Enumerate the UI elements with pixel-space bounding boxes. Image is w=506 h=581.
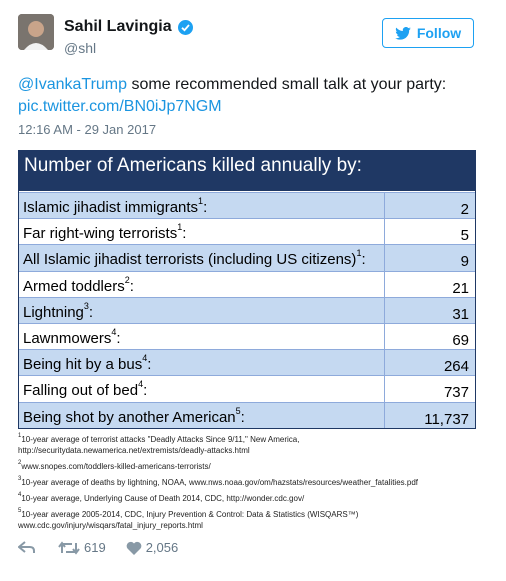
- media-link[interactable]: pic.twitter.com/BN0iJp7NGM: [18, 98, 222, 115]
- row-label: Being hit by a bus: [23, 356, 143, 374]
- row-label-cell: Far right-wing terrorists1:: [19, 219, 385, 245]
- row-colon: :: [182, 225, 187, 243]
- like-icon[interactable]: [126, 541, 142, 555]
- table-row: Being hit by a bus4: 264: [19, 349, 475, 376]
- row-colon: :: [147, 356, 152, 374]
- row-label-cell: Lawnmowers4:: [19, 323, 385, 350]
- tweet-text: @IvankaTrump some recommended small talk…: [18, 74, 478, 118]
- retweet-count: 619: [84, 540, 106, 555]
- table-row: Far right-wing terrorists1: 5: [19, 218, 475, 245]
- row-colon: :: [240, 408, 245, 426]
- row-label: Being shot by another American: [23, 408, 236, 426]
- row-note: 1: [198, 196, 204, 206]
- row-colon: :: [129, 277, 134, 295]
- row-label-cell: Falling out of bed4:: [19, 376, 385, 402]
- row-note: 4: [142, 353, 148, 364]
- mention[interactable]: @IvankaTrump: [18, 76, 128, 93]
- footnote-mark: 1: [18, 433, 22, 439]
- footnote: 410-year average, Underlying Cause of De…: [18, 492, 458, 504]
- image-table: Number of Americans killed annually by: …: [18, 150, 476, 429]
- row-label-cell: Lightning3:: [19, 297, 385, 323]
- bird-icon: [395, 26, 411, 40]
- row-note: 4: [111, 326, 117, 337]
- row-value: 264: [443, 358, 469, 376]
- row-label-cell: All Islamic jihadist terrorists (includi…: [19, 245, 385, 271]
- row-value: 737: [443, 384, 469, 402]
- row-label-cell: Being hit by a bus4:: [19, 350, 385, 376]
- footnote-text: www.snopes.com/toddlers-killed-americans…: [21, 462, 211, 471]
- footnote-mark: 2: [18, 460, 22, 466]
- footnote: 2www.snopes.com/toddlers-killed-american…: [18, 460, 458, 472]
- row-note: 1: [177, 222, 183, 233]
- follow-button[interactable]: Follow: [382, 18, 474, 48]
- row-colon: :: [203, 199, 208, 216]
- row-value: 31: [452, 305, 469, 323]
- footnote: 110-year average of terrorist attacks "D…: [18, 433, 458, 456]
- row-colon: :: [143, 382, 148, 400]
- author-name[interactable]: Sahil Lavingia: [64, 18, 172, 35]
- row-label: Far right-wing terrorists: [23, 225, 178, 243]
- row-note: 2: [124, 274, 130, 285]
- row-colon: :: [88, 303, 94, 321]
- tweet-actions: 619 2,056: [18, 540, 178, 555]
- row-colon: :: [361, 251, 366, 269]
- table-row: Falling out of bed4: 737: [19, 375, 475, 402]
- row-note: 3: [83, 300, 89, 311]
- row-note: 4: [138, 379, 144, 390]
- row-value: 5: [460, 227, 469, 245]
- row-label: All Islamic jihadist terrorists (includi…: [23, 251, 357, 269]
- footnote-text: 10-year average, Underlying Cause of Dea…: [21, 494, 305, 503]
- timestamp[interactable]: 12:16 AM - 29 Jan 2017: [18, 122, 157, 137]
- footnote: 310-year average of deaths by lightning,…: [18, 476, 458, 488]
- footnote-text: 10-year average of terrorist attacks "De…: [18, 435, 300, 455]
- footnote-mark: 3: [18, 476, 22, 482]
- footnote: 510-year average 2005-2014, CDC, Injury …: [18, 508, 458, 531]
- row-note: 1: [356, 248, 362, 259]
- table-row: Armed toddlers2: 21: [19, 270, 475, 297]
- row-value: 69: [452, 331, 469, 349]
- row-label: Lawnmowers: [23, 329, 112, 347]
- reply-icon[interactable]: [18, 540, 36, 555]
- footnote-mark: 5: [18, 508, 22, 514]
- row-label-cell: Armed toddlers2:: [19, 271, 385, 297]
- verified-badge: [178, 20, 193, 35]
- avatar-image: [18, 14, 54, 50]
- row-label: Islamic jihadist immigrants: [23, 199, 199, 216]
- table-title: Number of Americans killed annually by:: [19, 151, 475, 192]
- tweet-body: some recommended small talk at your part…: [127, 76, 447, 93]
- row-value: 2: [460, 201, 469, 218]
- author-handle[interactable]: @shl: [64, 40, 97, 56]
- row-note: 5: [235, 405, 241, 416]
- row-label-cell: Islamic jihadist immigrants1:: [19, 193, 385, 219]
- row-label: Armed toddlers: [23, 277, 125, 295]
- footnotes: 110-year average of terrorist attacks "D…: [18, 433, 458, 536]
- footnote-mark: 4: [18, 492, 22, 498]
- footnote-text: 10-year average 2005-2014, CDC, Injury P…: [18, 510, 359, 530]
- table-row: Lightning3: 31: [19, 296, 475, 323]
- avatar[interactable]: [18, 14, 54, 50]
- row-value: 11,737: [424, 410, 469, 428]
- retweet-icon[interactable]: [58, 540, 80, 555]
- row-colon: :: [116, 329, 121, 347]
- row-value: 9: [460, 253, 469, 271]
- table-row: All Islamic jihadist terrorists (includi…: [19, 244, 475, 271]
- follow-label: Follow: [416, 25, 462, 41]
- row-label: Falling out of bed: [23, 382, 139, 400]
- row-label: Lightning: [23, 303, 84, 321]
- footnote-text: 10-year average of deaths by lightning, …: [21, 478, 418, 487]
- table-row: Being shot by another American5: 11,737: [19, 401, 475, 428]
- table-row: Lawnmowers4: 69: [19, 322, 475, 350]
- row-label-cell: Being shot by another American5:: [19, 402, 385, 428]
- like-count: 2,056: [145, 540, 179, 555]
- row-value: 21: [452, 279, 469, 297]
- table-row: Islamic jihadist immigrants1: 2: [19, 192, 475, 219]
